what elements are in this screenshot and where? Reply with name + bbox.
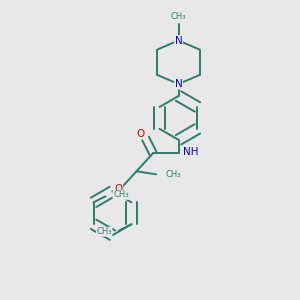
Text: NH: NH [183, 147, 198, 157]
Text: N: N [175, 35, 182, 46]
Text: CH₃: CH₃ [171, 12, 186, 21]
Text: N: N [175, 79, 182, 89]
Text: O: O [136, 129, 144, 139]
Text: O: O [114, 184, 123, 194]
Text: CH₃: CH₃ [113, 190, 128, 199]
Text: CH₃: CH₃ [97, 227, 112, 236]
Text: CH₃: CH₃ [165, 170, 181, 179]
